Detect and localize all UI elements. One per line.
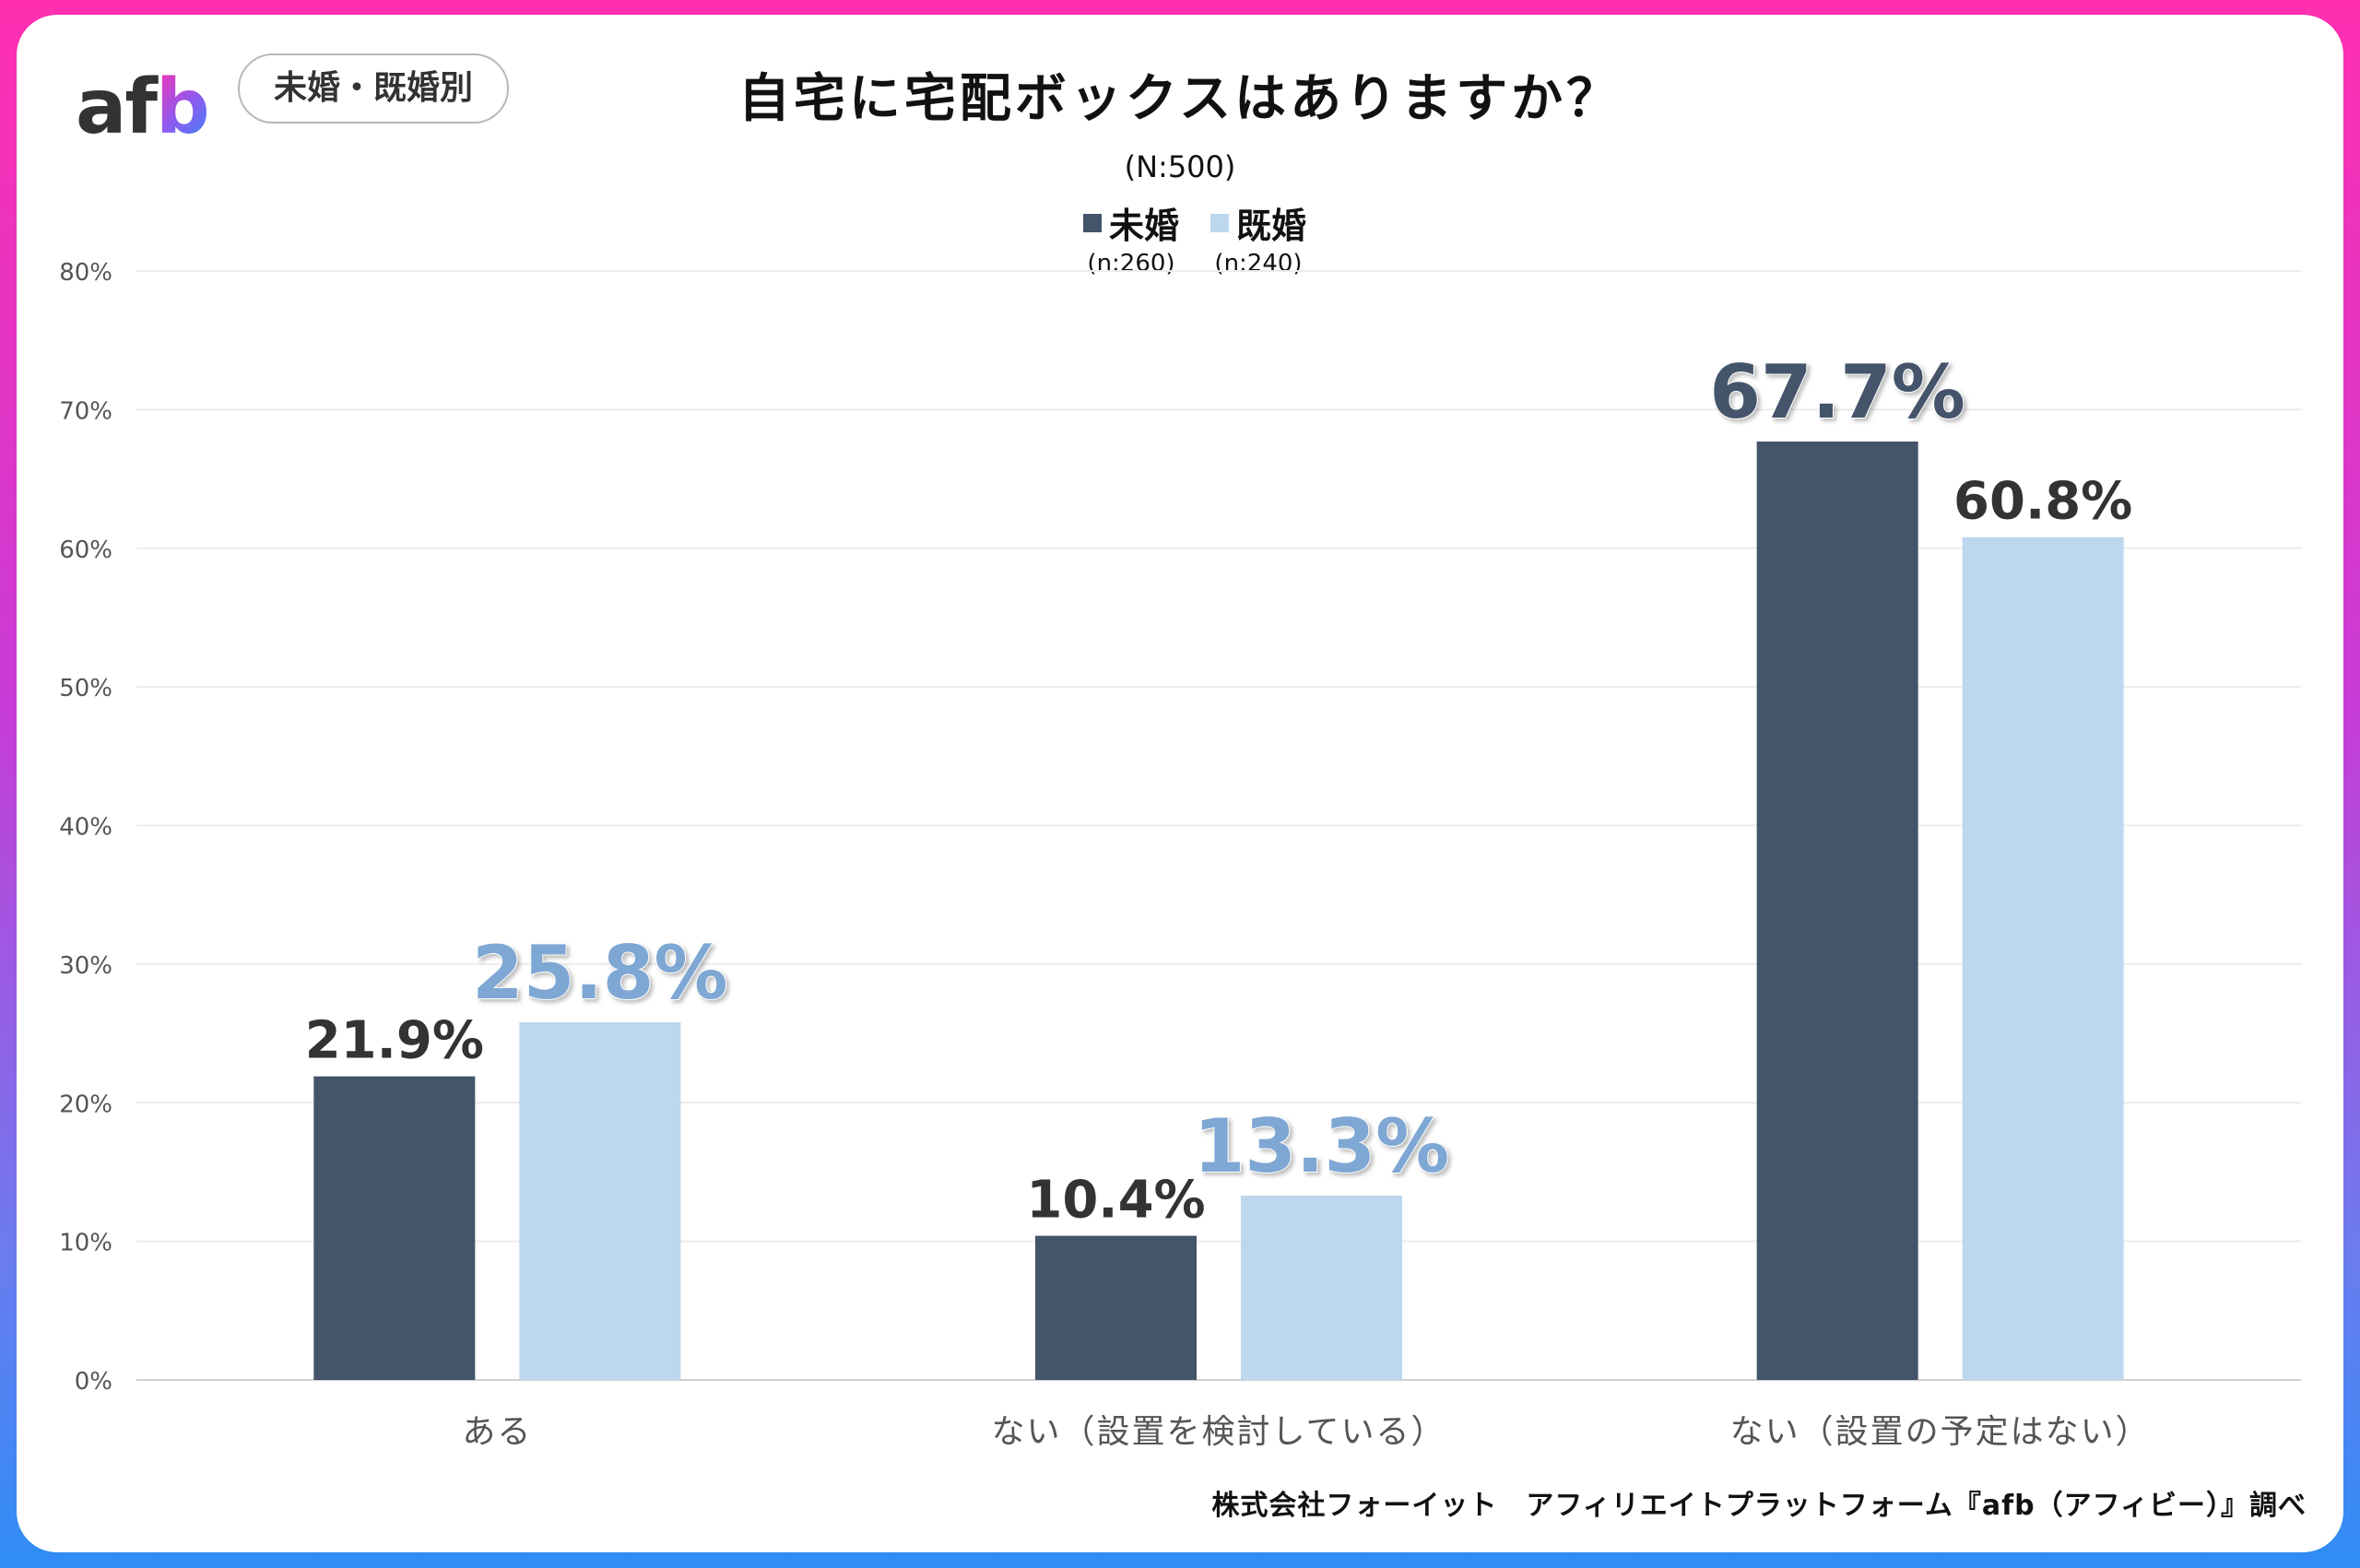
bar [1756, 441, 1918, 1380]
y-tick-label: 70% [59, 397, 112, 425]
chart-title: 自宅に宅配ボックスはありますか？ [738, 69, 1622, 129]
data-label: 21.9% [305, 1011, 484, 1071]
legend-n-unmarried: (n:260) [1087, 250, 1175, 277]
data-label: 10.4% [1026, 1171, 1205, 1231]
y-tick-label: 60% [59, 536, 112, 564]
logo-letter-a: a [76, 64, 126, 151]
data-label: 25.8% [472, 930, 728, 1016]
source-credit: 株式会社フォーイット アフィリエイトプラットフォーム『afb（アフィビー）』調べ [1211, 1490, 2307, 1522]
y-tick-label: 20% [59, 1091, 112, 1118]
legend-n-married: (n:240) [1214, 250, 1303, 277]
y-tick-label: 30% [59, 952, 112, 980]
data-label: 13.3% [1194, 1103, 1450, 1189]
segment-badge: 未婚・既婚別 [238, 53, 509, 124]
legend-swatch-married [1210, 213, 1229, 232]
bar [313, 1076, 476, 1380]
bar [1241, 1196, 1402, 1380]
y-tick-label: 0% [75, 1368, 112, 1396]
afb-logo: afb [76, 57, 223, 159]
legend-label-unmarried: 未婚 [1108, 206, 1179, 246]
y-tick-label: 50% [59, 675, 112, 702]
logo-letter-f: f [124, 64, 158, 151]
legend-item-married: 既婚 (n:240) [1189, 197, 1328, 277]
y-tick-label: 10% [59, 1230, 112, 1257]
x-category-label: ある [462, 1413, 532, 1451]
y-tick-label: 80% [59, 259, 112, 287]
legend-swatch-unmarried [1082, 213, 1102, 232]
legend-label-married: 既婚 [1235, 206, 1306, 246]
bar [1962, 536, 2124, 1380]
logo-letter-b: b [156, 64, 210, 151]
x-category-label: ない（設置を検討している） [992, 1413, 1446, 1451]
legend-item-unmarried: 未婚 (n:260) [1062, 197, 1200, 277]
sample-size: (N:500) [1124, 149, 1236, 184]
bar [1035, 1235, 1197, 1380]
bar [519, 1022, 681, 1380]
x-category-label: ない（設置の予定はない） [1730, 1413, 2151, 1451]
data-label: 60.8% [1953, 472, 2132, 532]
y-tick-label: 40% [59, 814, 112, 842]
data-label: 67.7% [1709, 349, 1965, 435]
